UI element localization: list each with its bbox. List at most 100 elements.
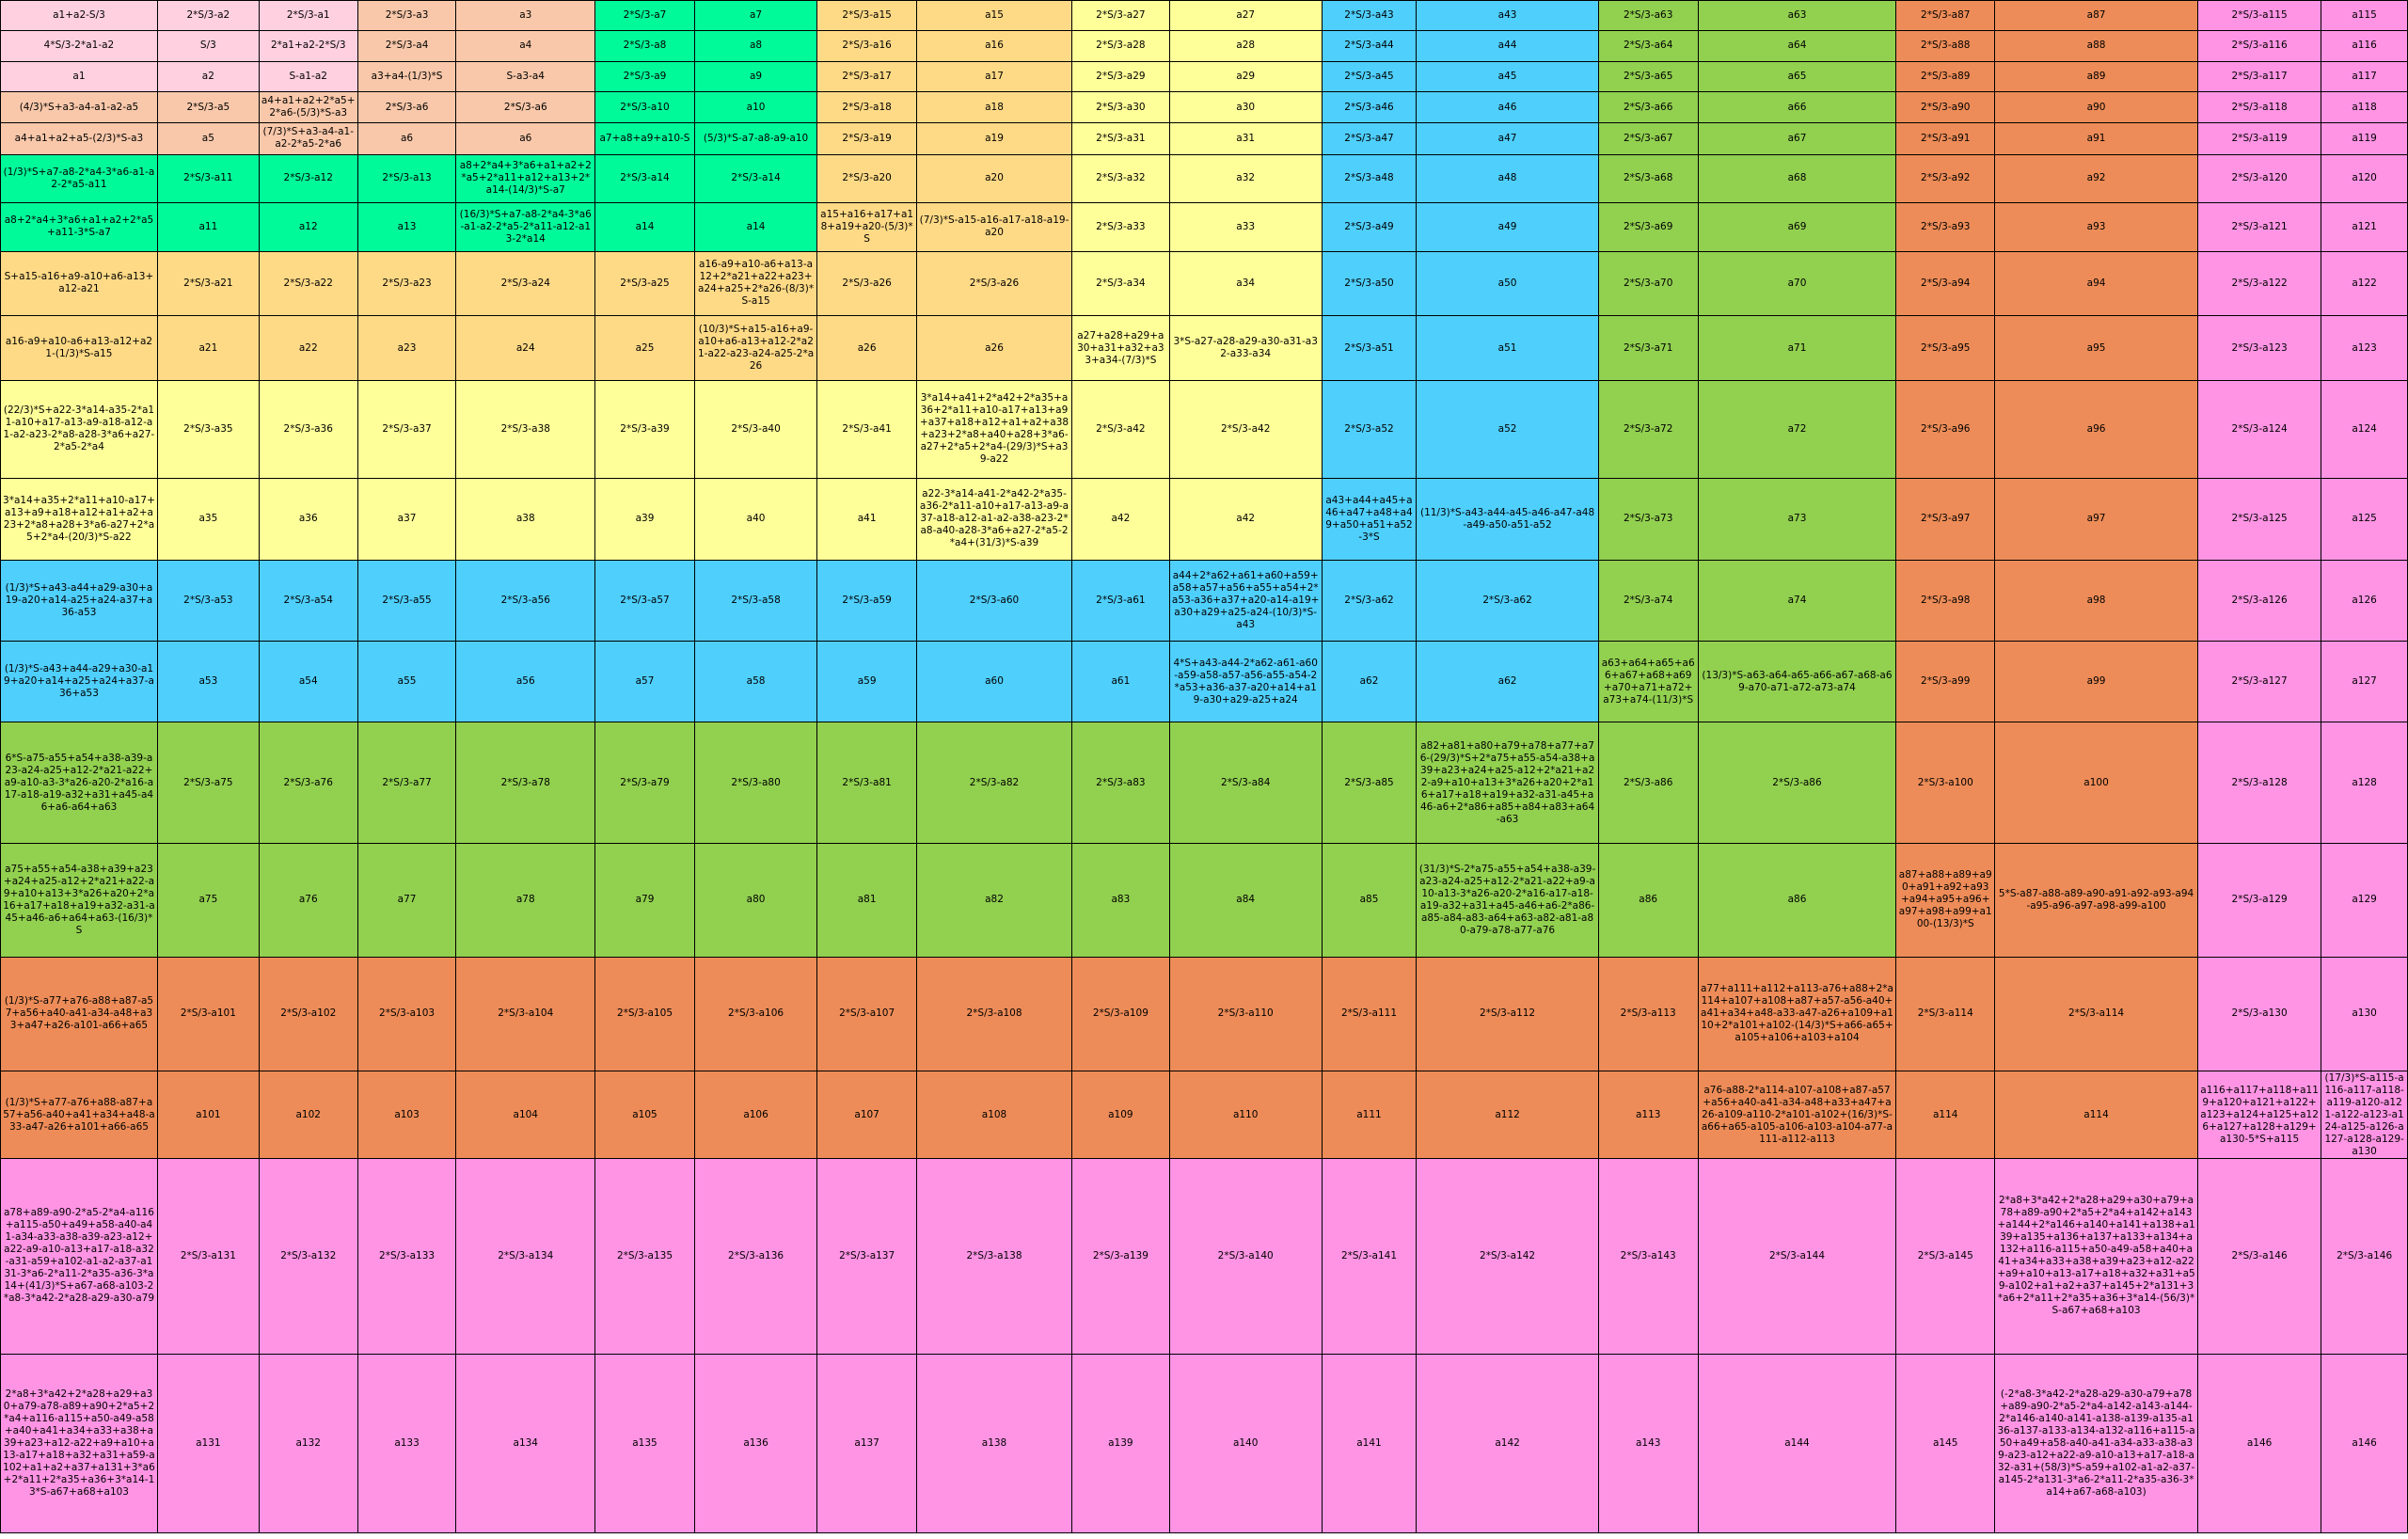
grid-cell[interactable]: a43 [1416,0,1599,32]
grid-cell[interactable]: (1/3)*S+a77-a76+a88-a87+a57+a56-a40+a41+… [0,1071,158,1159]
grid-cell[interactable]: 2*S/3-a100 [1895,722,1996,844]
grid-cell[interactable]: a67 [1697,122,1897,155]
grid-cell[interactable]: a70 [1697,250,1897,317]
grid-cell[interactable]: 2*S/3-a84 [1168,722,1323,844]
grid-cell[interactable]: a76 [258,842,358,958]
grid-cell[interactable]: 2*S/3-a104 [455,956,596,1072]
grid-cell[interactable]: 2*S/3-a42 [1168,379,1323,479]
grid-cell[interactable]: 2*S/3-a128 [2196,722,2322,844]
grid-cell[interactable]: 2*S/3-a4 [356,30,457,62]
grid-cell[interactable]: 2*S/3-a25 [594,250,695,317]
grid-cell[interactable]: a43+a44+a45+a46+a47+a48+a49+a50+a51+a52-… [1321,477,1418,561]
grid-cell[interactable]: 2*S/3-a114 [1895,956,1996,1072]
grid-cell[interactable]: 2*S/3-a26 [816,250,918,317]
grid-cell[interactable]: 2*S/3-a57 [594,559,695,642]
grid-cell[interactable]: a106 [693,1071,818,1159]
grid-cell[interactable]: 2*S/3-a105 [594,956,695,1072]
grid-cell[interactable]: a58 [693,640,818,723]
grid-cell[interactable]: (13/3)*S-a63-a64-a65-a66-a67-a68-a69-a70… [1697,640,1897,723]
grid-cell[interactable]: 2*S/3-a81 [816,722,918,844]
grid-cell[interactable]: 2*S/3-a45 [1321,60,1418,92]
grid-cell[interactable]: a37 [356,477,457,561]
grid-cell[interactable]: 2*S/3-a35 [156,379,260,479]
grid-cell[interactable]: 2*S/3-a69 [1597,202,1699,252]
grid-cell[interactable]: 2*S/3-a76 [258,722,358,844]
grid-cell[interactable]: 2*S/3-a109 [1070,956,1170,1072]
grid-cell[interactable]: a78+a89-a90-2*a5-2*a4-a116+a115-a50+a49+… [0,1157,158,1356]
grid-cell[interactable]: a26 [916,315,1072,381]
grid-cell[interactable]: a21 [156,315,260,381]
grid-cell[interactable]: a63 [1697,0,1897,32]
grid-cell[interactable]: a38 [455,477,596,561]
grid-cell[interactable]: a64 [1697,30,1897,62]
grid-cell[interactable]: a130 [2321,956,2408,1072]
grid-cell[interactable]: a49 [1416,202,1599,252]
grid-cell[interactable]: 2*S/3-a97 [1895,477,1996,561]
grid-cell[interactable]: a50 [1416,250,1599,317]
grid-cell[interactable]: 2*S/3-a90 [1895,90,1996,124]
grid-cell[interactable]: 2*S/3-a36 [258,379,358,479]
grid-cell[interactable]: a141 [1321,1354,1418,1533]
grid-cell[interactable]: 2*S/3-a31 [1070,122,1170,155]
grid-cell[interactable]: 2*S/3-a138 [916,1157,1072,1356]
grid-cell[interactable]: 2*S/3-a48 [1321,153,1418,204]
grid-cell[interactable]: a27+a28+a29+a30+a31+a32+a33+a34-(7/3)*S [1070,315,1170,381]
grid-cell[interactable]: 2*S/3-a64 [1597,30,1699,62]
grid-cell[interactable]: 2*S/3-a15 [816,0,918,32]
grid-cell[interactable]: 2*S/3-a77 [356,722,457,844]
grid-cell[interactable]: 2*S/3-a12 [258,153,358,204]
grid-cell[interactable]: a105 [594,1071,695,1159]
grid-cell[interactable]: a135 [594,1354,695,1533]
grid-cell[interactable]: a29 [1168,60,1323,92]
grid-cell[interactable]: a24 [455,315,596,381]
grid-cell[interactable]: a101 [156,1071,260,1159]
grid-cell[interactable]: a137 [816,1354,918,1533]
grid-cell[interactable]: a84 [1168,842,1323,958]
grid-cell[interactable]: a117 [2321,60,2408,92]
grid-cell[interactable]: 2*S/3-a95 [1895,315,1996,381]
grid-cell[interactable]: 2*S/3-a93 [1895,202,1996,252]
grid-cell[interactable]: a44+2*a62+a61+a60+a59+a58+a57+a56+a55+a5… [1168,559,1323,642]
grid-cell[interactable]: 2*S/3-a106 [693,956,818,1072]
grid-cell[interactable]: a53 [156,640,260,723]
grid-cell[interactable]: a112 [1416,1071,1599,1159]
grid-cell[interactable]: a52 [1416,379,1599,479]
grid-cell[interactable]: a123 [2321,315,2408,381]
grid-cell[interactable]: a8+2*a4+3*a6+a1+a2+2*a5+a11-3*S-a7 [0,202,158,252]
grid-cell[interactable]: 2*S/3-a89 [1895,60,1996,92]
grid-cell[interactable]: 2*a8+3*a42+2*a28+a29+a30+a79-a78-a89+a90… [0,1354,158,1533]
grid-cell[interactable]: 2*S/3-a135 [594,1157,695,1356]
grid-cell[interactable]: 2*S/3-a121 [2196,202,2322,252]
grid-cell[interactable]: a28 [1168,30,1323,62]
grid-cell[interactable]: a72 [1697,379,1897,479]
grid-cell[interactable]: 2*S/3-a63 [1597,0,1699,32]
grid-cell[interactable]: 2*S/3-a116 [2196,30,2322,62]
grid-cell[interactable]: 2*S/3-a139 [1070,1157,1170,1356]
grid-cell[interactable]: 2*S/3-a30 [1070,90,1170,124]
grid-cell[interactable]: 2*S/3-a122 [2196,250,2322,317]
grid-cell[interactable]: 2*S/3-a127 [2196,640,2322,723]
grid-cell[interactable]: 2*S/3-a101 [156,956,260,1072]
grid-cell[interactable]: a76-a88-2*a114-a107-a108+a87-a57+a56+a40… [1697,1071,1897,1159]
grid-cell[interactable]: 2*S/3-a85 [1321,722,1418,844]
grid-cell[interactable]: a96 [1994,379,2198,479]
grid-cell[interactable]: a19 [916,122,1072,155]
grid-cell[interactable]: a12 [258,202,358,252]
grid-cell[interactable]: (16/3)*S+a7-a8-2*a4-3*a6-a1-a2-2*a5-2*a1… [455,202,596,252]
grid-cell[interactable]: a114 [1994,1071,2198,1159]
grid-cell[interactable]: a139 [1070,1354,1170,1533]
grid-cell[interactable]: 2*S/3-a1 [258,0,358,32]
grid-cell[interactable]: 2*S/3-a111 [1321,956,1418,1072]
grid-cell[interactable]: a68 [1697,153,1897,204]
grid-cell[interactable]: a74 [1697,559,1897,642]
grid-cell[interactable]: a30 [1168,90,1323,124]
grid-cell[interactable]: a146 [2321,1354,2408,1533]
grid-cell[interactable]: a59 [816,640,918,723]
grid-cell[interactable]: a22 [258,315,358,381]
grid-cell[interactable]: a57 [594,640,695,723]
grid-cell[interactable]: (1/3)*S+a7-a8-2*a4-3*a6-a1-a2-2*a5-a11 [0,153,158,204]
grid-cell[interactable]: 2*S/3-a14 [693,153,818,204]
grid-cell[interactable]: a82+a81+a80+a79+a78+a77+a76-(29/3)*S+2*a… [1416,722,1599,844]
grid-cell[interactable]: a75+a55+a54-a38+a39+a23+a24+a25-a12+2*a2… [0,842,158,958]
grid-cell[interactable]: a25 [594,315,695,381]
